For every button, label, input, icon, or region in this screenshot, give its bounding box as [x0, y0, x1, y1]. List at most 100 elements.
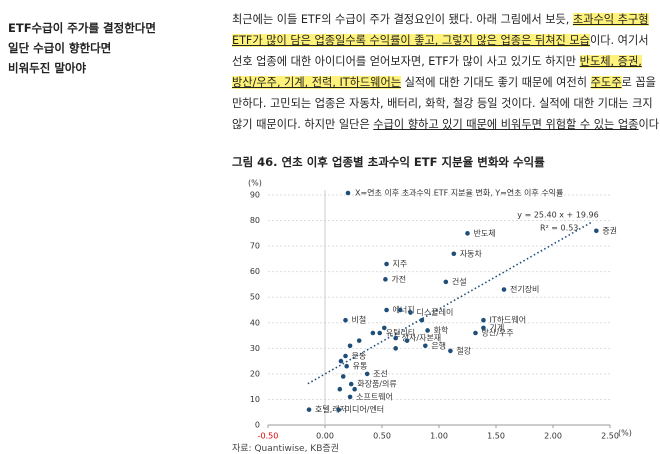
point: [465, 231, 470, 236]
point: [338, 358, 344, 364]
point-label: 은행: [431, 340, 446, 350]
point: [425, 328, 430, 333]
y-tick-label: 40: [250, 318, 260, 327]
text-run: 수급이 향하고 있기 때문에 비워두면 위험할 수 있는 업종: [373, 118, 639, 131]
body-line: 선호 업종에 대한 아이디어를 얻어보자면, ETF가 많이 사고 있기도 하지…: [232, 51, 660, 72]
point: [344, 363, 349, 369]
x-tick-label: 0.00: [316, 432, 334, 441]
point: [397, 307, 403, 313]
x-tick-label: 0.50: [373, 432, 391, 441]
point: [343, 353, 348, 359]
point-label: 전기장비: [510, 284, 539, 294]
point-label: 증권: [602, 225, 617, 235]
x-tick-label: 1.50: [487, 432, 505, 441]
point: [384, 261, 389, 267]
point-label: 조선: [373, 369, 388, 378]
text-run: 선호 업종에 대한 아이디어를 얻어보자면, ETF가 많이 사고 있기도 하지…: [232, 55, 580, 68]
text-run: 이다. 여기서: [589, 34, 649, 47]
point: [393, 346, 398, 351]
point: [408, 310, 413, 315]
point: [419, 317, 425, 323]
y-tick-label: 70: [250, 242, 260, 251]
point: [381, 325, 387, 331]
figure-title: 그림 46. 연초 이후 업종별 초과수익 ETF 지분율 변화와 수익률: [232, 155, 545, 169]
text-run: 주도주: [590, 76, 622, 89]
text-run: ETF가 많이 담은 업종일수록 수익률이 좋고, 그렇지 않은 업종은 뒤쳐진…: [232, 34, 590, 47]
point: [473, 330, 478, 336]
sidebar-line: 비워두진 말아야: [8, 61, 87, 75]
point: [594, 228, 599, 234]
point-label: 호텔,레저: [315, 405, 347, 414]
point-label: 가전: [391, 274, 406, 284]
point: [393, 335, 398, 341]
text-run: 실적에 대한 기대도 좋기 때문에 여전히: [401, 76, 591, 89]
point-label: 소프트웨어: [356, 391, 393, 401]
text-run: 않기 때문이다. 하지만 일단은: [232, 118, 374, 131]
point-label: 상사/자본재: [402, 333, 442, 343]
x-tick-label: 2.00: [544, 432, 562, 441]
x-tick-label: 1.00: [430, 432, 448, 441]
point: [443, 279, 449, 285]
point: [336, 407, 341, 412]
x-unit: (%): [618, 429, 632, 438]
point: [481, 325, 486, 331]
text-run: 최근에는 이들 ETF의 수급이 주가 결정요인이 됐다. 아래 그림에서 보듯…: [232, 13, 573, 26]
y-tick-label: 60: [250, 267, 260, 276]
body-line: 만하다. 고민되는 업종은 자동차, 배터리, 화학, 철강 등일 것이다. 실…: [232, 93, 660, 114]
point-label: 반도체: [474, 228, 496, 238]
point-label: 건설: [452, 276, 467, 286]
source: 자료: Quantiwise, KB증권: [232, 444, 339, 454]
point-label: 디스플레이: [417, 307, 454, 317]
sidebar-line: 일단 수급이 향한다면: [8, 41, 112, 55]
legend-marker: [345, 190, 351, 196]
point: [404, 338, 410, 343]
body-line: 방산/우주, 기계, 전력, IT하드웨어는 실적에 대한 기대도 좋기 때문에…: [232, 72, 660, 93]
point: [340, 374, 346, 379]
point-label: 운송: [352, 352, 367, 361]
point: [423, 343, 428, 349]
y-tick-label: 50: [250, 293, 260, 302]
y-tick-label: 90: [250, 191, 260, 200]
point-label: 에너지: [393, 305, 415, 315]
body-line: 않기 때문이다. 하지만 일단은 수급이 향하고 있기 때문에 비워두면 위험할…: [232, 114, 660, 135]
point-label: 지주: [393, 260, 408, 269]
text-run: 만하다. 고민되는 업종은 자동차, 배터리, 화학, 철강 등일 것이다. 실…: [232, 97, 653, 110]
body-text: 최근에는 이들 ETF의 수급이 주가 결정요인이 됐다. 아래 그림에서 보듯…: [232, 9, 660, 135]
y-tick-label: 20: [250, 369, 260, 378]
point: [377, 330, 383, 336]
point-label: 기계: [489, 322, 504, 332]
point-label: 유틸리티: [386, 328, 415, 338]
point: [364, 371, 370, 377]
x-tick-label: 2.50: [601, 432, 619, 441]
point: [451, 251, 457, 257]
point-label: 화학: [434, 325, 449, 335]
point: [370, 330, 376, 336]
body-line: ETF가 많이 담은 업종일수록 수익률이 좋고, 그렇지 않은 업종은 뒤쳐진…: [232, 30, 660, 51]
trend-equation: y = 25.40 x + 19.96: [517, 211, 598, 220]
point: [383, 277, 388, 282]
point-label: 화장품/의류: [357, 379, 397, 389]
point-label: 비철: [352, 315, 367, 325]
text-run: 방산/우주, 기계, 전력, IT하드웨어는: [232, 76, 402, 89]
sidebar-line: ETF수급이 주가를 결정한다면: [8, 21, 156, 35]
y-tick-label: 80: [250, 216, 260, 225]
point: [352, 386, 357, 392]
body-line: 최근에는 이들 ETF의 수급이 주가 결정요인이 됐다. 아래 그림에서 보듯…: [232, 9, 660, 30]
point: [348, 381, 354, 387]
y-tick-label: 0: [255, 421, 260, 430]
y-unit: (%): [248, 179, 262, 188]
point: [501, 287, 507, 292]
point: [306, 407, 312, 412]
y-tick-label: 10: [250, 395, 260, 404]
legend-text: X=연초 이후 초과수익 ETF 지분율 변화, Y=연초 이후 수익률: [355, 188, 563, 198]
chart: 0 10 20 30 40 50 60 70 80 90 -0.50 0.00 0.50 1.00 1.50…: [248, 179, 632, 441]
y-tick-label: 30: [250, 344, 260, 353]
text-run: 이다.: [638, 118, 660, 131]
point: [481, 317, 486, 323]
text-run: 반도체, 증권,: [579, 55, 642, 68]
trendline: [307, 220, 594, 385]
point-label: 유통: [353, 362, 368, 371]
point-label: 철강: [456, 345, 471, 355]
point: [347, 343, 353, 349]
